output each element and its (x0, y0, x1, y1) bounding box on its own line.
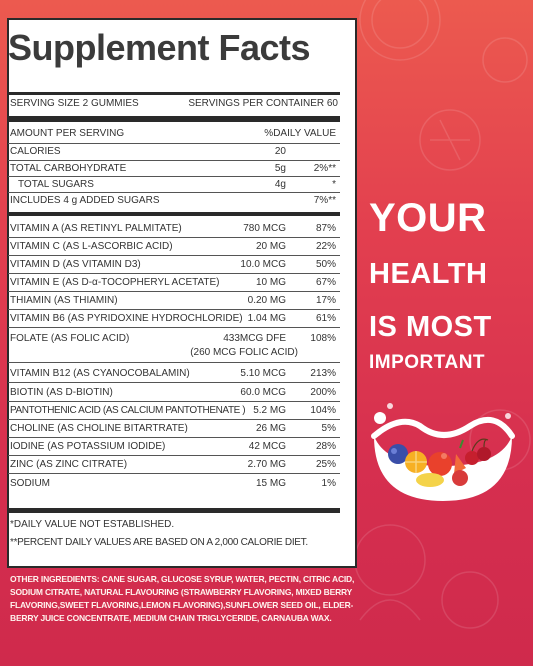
nutrient-name: VITAMIN C (AS L-ASCORBIC ACID) (10, 241, 173, 252)
supplement-facts-panel (7, 18, 357, 568)
daily-value-header: %DAILY VALUE (264, 128, 336, 139)
nutrient-amount: 60.0 MCG (240, 387, 286, 398)
divider-thin (8, 160, 340, 161)
divider-thin (8, 362, 340, 363)
divider-thin (8, 237, 340, 238)
nutrient-amount: 5g (274, 163, 286, 174)
nutrient-name: TOTAL SUGARS (18, 179, 94, 190)
divider-thin (8, 419, 340, 420)
divider-heavy (8, 212, 340, 216)
nutrient-dv: 5% (321, 423, 336, 434)
nutrient-name: CHOLINE (AS CHOLINE BITARTRATE) (10, 423, 188, 434)
nutrient-name: VITAMIN B12 (AS CYANOCOBALAMIN) (10, 368, 190, 379)
nutrient-name: ZINC (AS ZINC CITRATE) (10, 459, 128, 470)
nutrient-dv: 28% (315, 441, 336, 452)
divider-thin (8, 382, 340, 383)
nutrient-dv: 25% (315, 459, 336, 470)
fruit-bowl-icon (371, 403, 515, 501)
nutrient-amount: 10 MG (255, 277, 286, 288)
nutrient-amount: 15 MG (255, 478, 286, 489)
slogan-line-3: IS MOST (369, 311, 492, 343)
nutrient-row: FOLATE (AS FOLIC ACID) 433MCG DFE (260 M… (10, 333, 338, 359)
divider-thin (8, 176, 340, 177)
nutrient-name: VITAMIN A (AS RETINYL PALMITATE) (10, 223, 182, 234)
slogan-line-1: YOUR (369, 196, 487, 240)
nutrient-name: BIOTIN (AS D-BIOTIN) (10, 387, 113, 398)
nutrient-name: INCLUDES 4 g ADDED SUGARS (10, 195, 160, 206)
nutrient-sub-amount: (260 MCG FOLIC ACID) (190, 347, 298, 358)
nutrient-name: SODIUM (10, 478, 50, 489)
nutrient-dv: 7%** (313, 195, 336, 206)
panel-title: Supplement Facts (8, 27, 311, 68)
nutrient-name: FOLATE (AS FOLIC ACID) (10, 333, 130, 344)
other-ingredients: OTHER INGREDIENTS: CANE SUGAR, GLUCOSE S… (10, 574, 355, 623)
slogan-line-4: IMPORTANT (369, 352, 486, 373)
divider-thin (8, 437, 340, 438)
footnote-percent: **PERCENT DAILY VALUES ARE BASED ON A 2,… (10, 537, 308, 548)
serving-size: SERVING SIZE 2 GUMMIES (10, 98, 139, 109)
divider-thin (8, 143, 340, 144)
nutrient-dv: 50% (315, 259, 336, 270)
nutrient-name: IODINE (AS POTASSIUM IODIDE) (10, 441, 166, 452)
nutrient-amount: 20 MG (255, 241, 286, 252)
nutrient-name: VITAMIN B6 (AS PYRIDOXINE HYDROCHLORIDE) (10, 313, 243, 324)
nutrient-dv: 17% (315, 295, 336, 306)
nutrient-dv: 200% (310, 387, 336, 398)
divider-heavy (8, 116, 340, 122)
nutrient-amount: 433MCG DFE (223, 333, 286, 344)
slogan-line-2: HEALTH (369, 258, 488, 290)
divider-thick (8, 92, 340, 95)
nutrient-amount: 5.2 MG (253, 405, 286, 416)
nutrient-dv: 22% (315, 241, 336, 252)
amount-per-serving-label: AMOUNT PER SERVING (10, 128, 125, 139)
nutrient-name: PANTOTHENIC ACID (AS CALCIUM PANTOTHENAT… (10, 405, 246, 416)
nutrient-dv: 87% (315, 223, 336, 234)
nutrient-amount: 10.0 MCG (240, 259, 286, 270)
nutrient-dv: 61% (315, 313, 336, 324)
nutrient-name: CALORIES (10, 146, 61, 157)
nutrient-dv: * (332, 179, 336, 190)
nutrient-name: THIAMIN (AS THIAMIN) (10, 295, 118, 306)
divider-heavy (8, 508, 340, 513)
nutrient-amount: 4g (274, 179, 286, 190)
nutrient-amount: 5.10 MCG (240, 368, 286, 379)
nutrient-name: VITAMIN D (AS VITAMIN D3) (10, 259, 141, 270)
nutrient-dv: 108% (310, 333, 336, 344)
divider-thin (8, 401, 340, 402)
divider-thin (8, 273, 340, 274)
nutrient-amount: 26 MG (255, 423, 286, 434)
nutrient-dv: 104% (310, 405, 336, 416)
divider-thin (8, 255, 340, 256)
divider-thin (8, 473, 340, 474)
nutrient-amount: 780 MCG (243, 223, 286, 234)
nutrient-amount: 1.04 MG (247, 313, 286, 324)
nutrient-name: VITAMIN E (AS D-α-TOCOPHERYL ACETATE) (10, 277, 220, 288)
nutrient-amount: 2.70 MG (247, 459, 286, 470)
nutrient-dv: 1% (321, 478, 336, 489)
nutrient-amount: 20 (274, 146, 286, 157)
footnote-daily-value: *DAILY VALUE NOT ESTABLISHED. (10, 519, 175, 530)
nutrient-amount: 42 MCG (248, 441, 286, 452)
nutrient-dv: 67% (315, 277, 336, 288)
divider-thin (8, 291, 340, 292)
divider-thin (8, 327, 340, 328)
servings-per-container: SERVINGS PER CONTAINER 60 (188, 98, 338, 109)
divider-thin (8, 309, 340, 310)
serving-info-row: SERVING SIZE 2 GUMMIES SERVINGS PER CONT… (10, 98, 338, 109)
nutrient-name: TOTAL CARBOHYDRATE (10, 163, 127, 174)
divider-thin (8, 455, 340, 456)
nutrient-amount: 0.20 MG (247, 295, 286, 306)
divider-thin (8, 192, 340, 193)
nutrient-dv: 2%** (313, 163, 336, 174)
nutrient-dv: 213% (310, 368, 336, 379)
